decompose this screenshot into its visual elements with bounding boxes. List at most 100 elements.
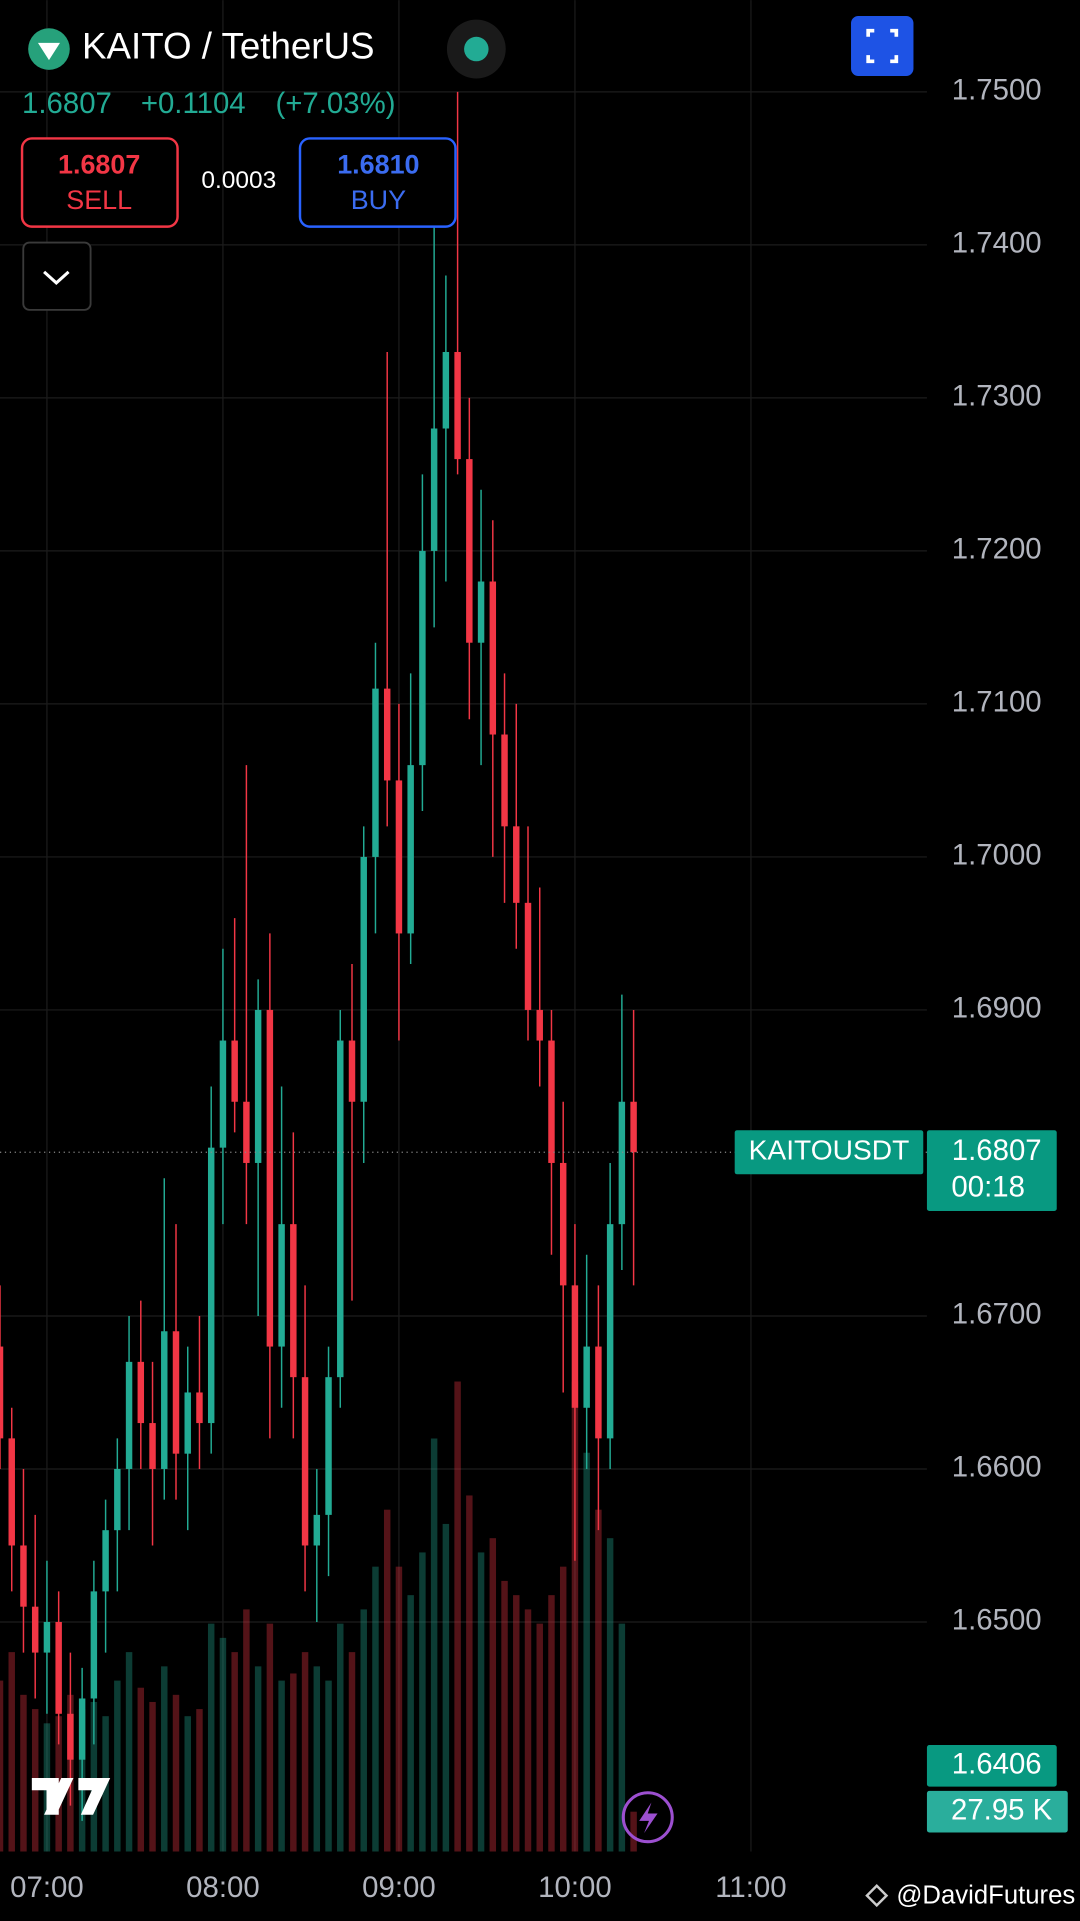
candle-body bbox=[137, 1361, 145, 1424]
symbol-tag-label: KAITOUSDT bbox=[749, 1135, 910, 1166]
volume-bar bbox=[8, 1652, 15, 1852]
volume-bar bbox=[137, 1687, 145, 1852]
candle-body bbox=[90, 1591, 98, 1699]
candle-body bbox=[407, 765, 414, 934]
candle-body bbox=[606, 1224, 614, 1439]
candle-body bbox=[454, 351, 461, 460]
volume-bar bbox=[337, 1623, 344, 1852]
volume-tag bbox=[926, 1790, 1068, 1833]
price-marker-label: 1.6406 bbox=[952, 1748, 1042, 1781]
lightning-button[interactable] bbox=[621, 1791, 674, 1844]
y-tick-label: 1.7300 bbox=[952, 380, 1042, 413]
sell-button[interactable] bbox=[20, 137, 179, 228]
symbol-tag bbox=[734, 1130, 924, 1175]
volume-bar bbox=[571, 1381, 579, 1852]
candle-body bbox=[290, 1224, 297, 1378]
candle-body bbox=[8, 1438, 15, 1546]
candle-body bbox=[301, 1377, 309, 1546]
volume-bar bbox=[325, 1680, 332, 1852]
volume-bar bbox=[0, 1680, 4, 1852]
volume-bar bbox=[419, 1552, 426, 1852]
candle-layer bbox=[0, 91, 637, 1821]
x-tick-label: 09:00 bbox=[362, 1871, 436, 1904]
volume-bar bbox=[430, 1438, 438, 1852]
candle-body bbox=[219, 1040, 227, 1148]
candle-body bbox=[266, 1009, 274, 1347]
candle-body bbox=[149, 1423, 156, 1469]
sell-price: 1.6807 bbox=[58, 150, 140, 180]
collapse-button[interactable] bbox=[22, 241, 92, 311]
volume-bar bbox=[618, 1623, 626, 1852]
spread: 0.0003 bbox=[201, 167, 276, 194]
candle-body bbox=[536, 1009, 543, 1041]
volume-bar bbox=[395, 1566, 403, 1852]
x-tick-label: 08:00 bbox=[186, 1871, 260, 1904]
symbol-title[interactable]: KAITO / TetherUS bbox=[82, 26, 375, 67]
volume-bar bbox=[90, 1701, 98, 1852]
volume-bar bbox=[290, 1673, 297, 1852]
candle-body bbox=[231, 1040, 238, 1102]
tradingview-logo bbox=[31, 1778, 111, 1815]
candle-body bbox=[524, 902, 532, 1010]
volume-bar bbox=[219, 1637, 227, 1852]
volume-bar bbox=[114, 1680, 121, 1852]
candle-body bbox=[196, 1392, 203, 1424]
candle-body bbox=[125, 1361, 133, 1469]
volume-bar bbox=[407, 1595, 414, 1852]
candle-body bbox=[419, 550, 426, 766]
y-tick-label: 1.7100 bbox=[952, 686, 1042, 719]
candle-body bbox=[78, 1698, 86, 1760]
y-tick-label: 1.6500 bbox=[952, 1604, 1042, 1637]
y-tick-label: 1.7000 bbox=[952, 839, 1042, 872]
symbol-icon-mark bbox=[37, 42, 60, 61]
volume-bar bbox=[454, 1381, 461, 1852]
volume-bar bbox=[278, 1680, 285, 1852]
candle-body bbox=[0, 1346, 4, 1439]
y-tick-label: 1.6700 bbox=[952, 1298, 1042, 1331]
volume-bar bbox=[172, 1694, 180, 1852]
volume-bar bbox=[606, 1538, 614, 1852]
volume-bar bbox=[207, 1623, 215, 1852]
volume-bar bbox=[559, 1566, 567, 1852]
candle-body bbox=[278, 1224, 285, 1347]
candle-body bbox=[207, 1147, 215, 1424]
candle-body bbox=[172, 1331, 180, 1454]
candle-body bbox=[383, 688, 391, 781]
volume-bar bbox=[196, 1709, 203, 1852]
candle-body bbox=[43, 1621, 51, 1653]
candle-body bbox=[325, 1377, 332, 1515]
volume-bar bbox=[360, 1609, 367, 1852]
last-price-tag bbox=[926, 1130, 1057, 1212]
candle-body bbox=[55, 1621, 62, 1714]
volume-bar bbox=[442, 1523, 450, 1852]
candle-body bbox=[583, 1346, 590, 1408]
x-tick-label: 10:00 bbox=[538, 1871, 612, 1904]
watermark: @DavidFutures bbox=[896, 1882, 1075, 1910]
candle-body bbox=[313, 1514, 321, 1546]
candle-body bbox=[513, 826, 520, 903]
overlay-layer: KAITO / TetherUS 1.6807 +0.1104 (+7.03%)… bbox=[0, 15, 1075, 1910]
x-tick-label: 07:00 bbox=[10, 1871, 84, 1904]
volume-bar bbox=[254, 1666, 262, 1852]
volume-bar bbox=[161, 1666, 168, 1852]
lightning-icon bbox=[639, 1802, 658, 1834]
volume-bar bbox=[630, 1811, 637, 1852]
chevron-icon bbox=[43, 270, 70, 285]
fullscreen-button[interactable] bbox=[851, 15, 914, 76]
volume-bar bbox=[583, 1452, 590, 1852]
volume-bar bbox=[524, 1609, 532, 1852]
volume-bar bbox=[313, 1666, 321, 1852]
countdown-label: 00:18 bbox=[951, 1171, 1025, 1204]
volume-bar bbox=[536, 1623, 543, 1852]
volume-bar bbox=[477, 1552, 485, 1852]
candle-body bbox=[243, 1101, 250, 1163]
volume-bar bbox=[513, 1595, 520, 1852]
candle-body bbox=[360, 856, 367, 1102]
last-price-label: 1.6807 bbox=[952, 1134, 1042, 1167]
volume-bar bbox=[489, 1538, 497, 1852]
candle-body bbox=[477, 581, 485, 643]
candle-body bbox=[489, 581, 497, 735]
buy-button[interactable] bbox=[298, 137, 457, 228]
